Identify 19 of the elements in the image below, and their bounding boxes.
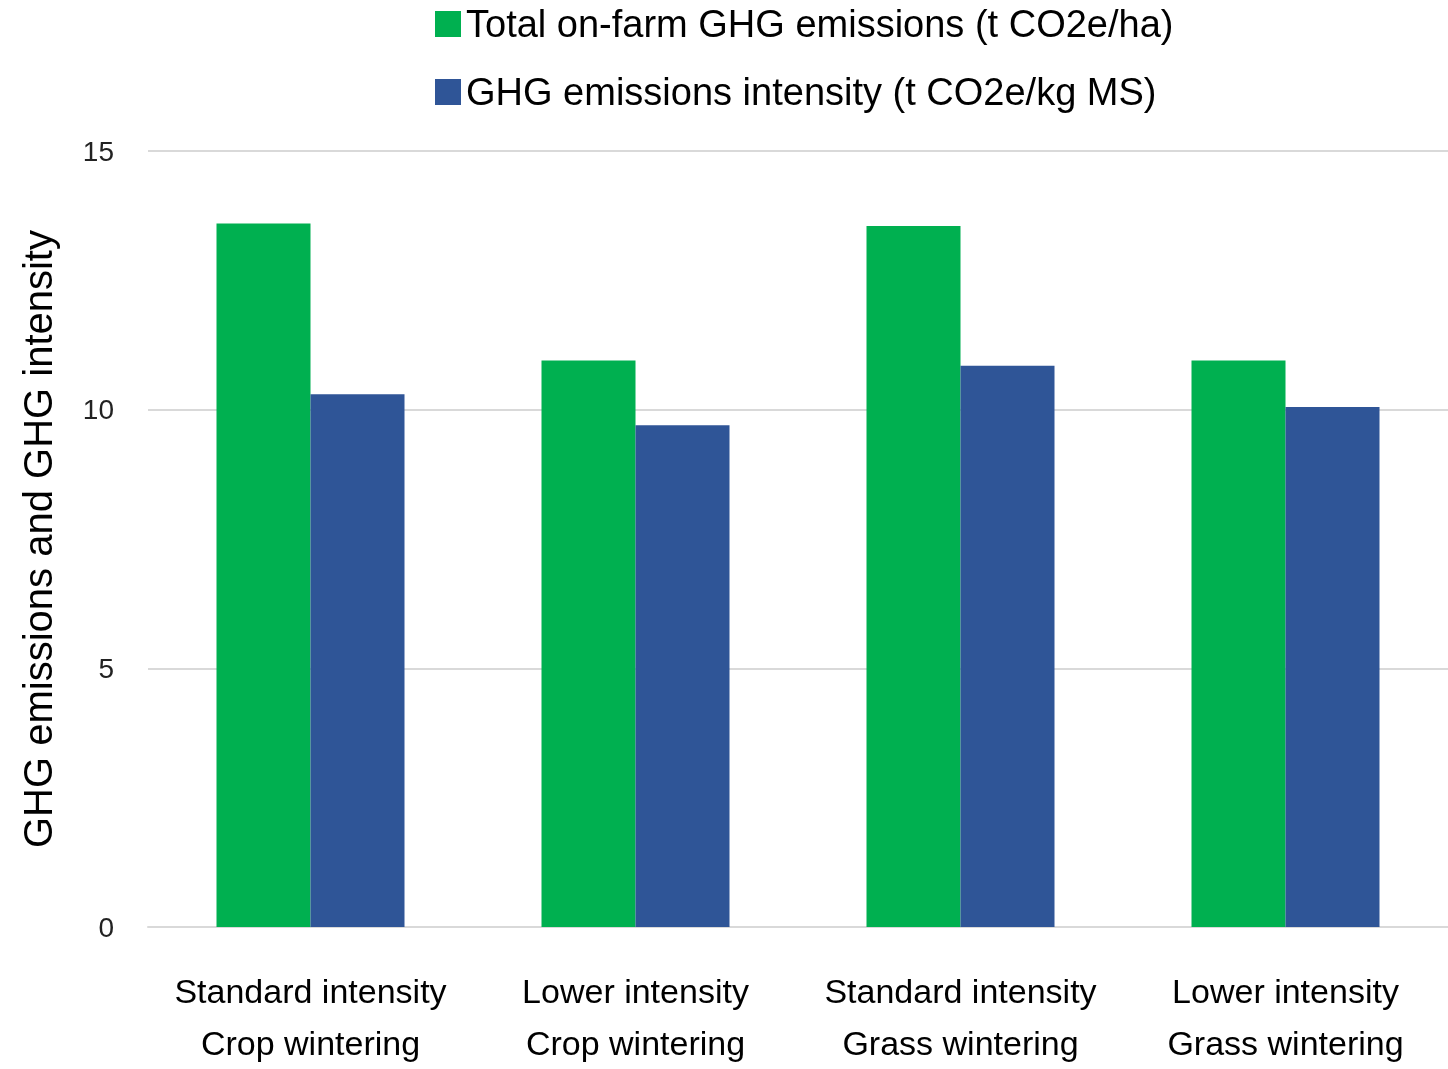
y-tick-label: 0	[98, 911, 114, 943]
y-tick-label: 10	[82, 394, 114, 426]
y-tick-label: 5	[98, 652, 114, 684]
x-tick-label: Standard intensity Grass wintering	[824, 972, 1097, 1062]
x-tick-label: Lower intensity Crop wintering	[522, 972, 749, 1062]
x-tick-label: Lower intensity Grass wintering	[1167, 972, 1404, 1062]
bar	[310, 394, 405, 927]
x-tick-label: Standard intensity Crop wintering	[174, 972, 447, 1062]
y-axis-title: GHG emissions and GHG intensity	[16, 230, 60, 848]
bar	[960, 365, 1055, 927]
legend-label: Total on-farm GHG emissions (t CO2e/ha)	[466, 3, 1174, 45]
bar	[635, 425, 730, 927]
bar	[1285, 407, 1380, 927]
legend-label: GHG emissions intensity (t CO2e/kg MS)	[466, 71, 1157, 113]
bar	[216, 223, 311, 927]
y-tick-label: 15	[82, 135, 114, 167]
bar	[1191, 360, 1286, 927]
bar	[866, 226, 961, 927]
bar	[541, 360, 636, 927]
